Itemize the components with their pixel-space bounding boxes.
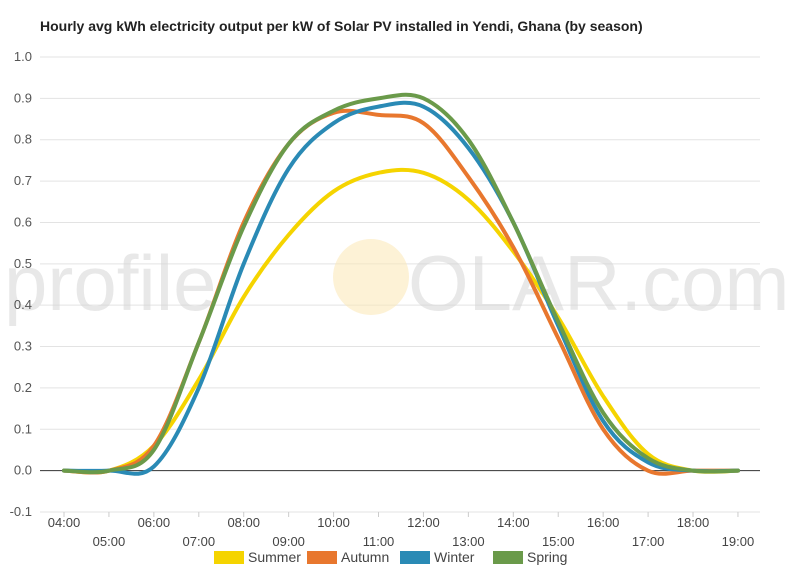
series-line-winter [62, 100, 740, 476]
grid-lines [40, 56, 760, 513]
x-tick-label: 14:00 [497, 515, 530, 530]
series-lines [62, 92, 740, 476]
y-tick-label: 0.2 [14, 380, 32, 395]
series-line-summer [62, 167, 740, 475]
x-tick-label: 16:00 [587, 515, 620, 530]
legend-item-autumn: Autumn [307, 549, 389, 565]
x-tick-label: 12:00 [407, 515, 440, 530]
x-tick-label: 06:00 [138, 515, 171, 530]
legend-swatch [493, 551, 523, 564]
x-tick-label: 09:00 [272, 534, 305, 549]
x-tick-label: 05:00 [93, 534, 126, 549]
x-tick-label: 13:00 [452, 534, 485, 549]
y-tick-label: 0.6 [14, 214, 32, 229]
y-tick-label: 0.5 [14, 256, 32, 271]
x-tick-label: 10:00 [317, 515, 350, 530]
legend-label: Summer [248, 549, 301, 565]
y-tick-label: 0.8 [14, 132, 32, 147]
x-tick-label: 07:00 [183, 534, 216, 549]
watermark-sun-icon [333, 239, 409, 315]
watermark: profile OLAR.com [4, 239, 789, 327]
watermark-text-left: profile [4, 239, 216, 327]
legend-label: Autumn [341, 549, 389, 565]
legend-item-spring: Spring [493, 549, 567, 565]
series-line-spring [62, 92, 740, 475]
y-tick-label: 1.0 [14, 49, 32, 64]
y-tick-label: 0.4 [14, 297, 32, 312]
legend-label: Winter [434, 549, 475, 565]
x-tick-label: 04:00 [48, 515, 81, 530]
watermark-text-right: OLAR.com [408, 239, 789, 327]
chart-title: Hourly avg kWh electricity output per kW… [40, 18, 643, 34]
x-axis-ticks: 04:00 05:00 06:00 07:00 08:00 09:00 10:00 11:00… [48, 512, 754, 549]
y-tick-label: -0.1 [10, 504, 32, 519]
legend-item-winter: Winter [400, 549, 475, 565]
y-tick-label: 0.1 [14, 421, 32, 436]
legend-label: Spring [527, 549, 567, 565]
legend-swatch [307, 551, 337, 564]
y-tick-label: 0.3 [14, 339, 32, 354]
legend-item-summer: Summer [214, 549, 301, 565]
x-tick-label: 15:00 [542, 534, 575, 549]
y-tick-label: 0.7 [14, 173, 32, 188]
y-tick-label: 0.0 [14, 463, 32, 478]
y-tick-label: 0.9 [14, 90, 32, 105]
y-axis-ticks: 1.0 0.9 0.8 0.7 0.6 0.5 0.4 0.3 0.2 0.1 0.0 -0.1 [10, 49, 32, 519]
x-tick-label: 17:00 [632, 534, 665, 549]
x-tick-label: 19:00 [722, 534, 755, 549]
x-tick-label: 08:00 [227, 515, 260, 530]
legend-swatch [214, 551, 244, 564]
x-tick-label: 11:00 [363, 534, 395, 549]
legend: Summer Autumn Winter Spring [214, 549, 567, 565]
legend-swatch [400, 551, 430, 564]
x-tick-label: 18:00 [677, 515, 710, 530]
